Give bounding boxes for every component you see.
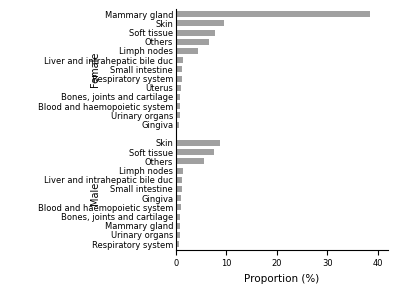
Bar bbox=[176, 204, 180, 210]
Bar bbox=[176, 11, 370, 17]
Bar bbox=[176, 48, 198, 54]
Bar bbox=[176, 122, 179, 127]
Bar bbox=[176, 140, 220, 146]
Bar bbox=[176, 214, 180, 220]
Bar bbox=[176, 20, 224, 26]
Bar bbox=[176, 57, 183, 63]
Bar bbox=[176, 39, 209, 45]
Bar bbox=[176, 75, 182, 82]
Text: Female: Female bbox=[90, 52, 100, 87]
Bar bbox=[176, 241, 179, 247]
Bar bbox=[176, 158, 204, 164]
Bar bbox=[176, 186, 182, 192]
Text: Male: Male bbox=[90, 182, 100, 205]
Bar bbox=[176, 30, 215, 36]
Bar bbox=[176, 103, 180, 109]
Bar bbox=[176, 223, 180, 229]
Bar bbox=[176, 195, 181, 201]
Bar bbox=[176, 85, 181, 91]
Bar bbox=[176, 149, 214, 155]
Bar bbox=[176, 66, 182, 72]
Bar bbox=[176, 177, 182, 183]
X-axis label: Proportion (%): Proportion (%) bbox=[244, 274, 320, 284]
Bar bbox=[176, 94, 180, 100]
Bar bbox=[176, 168, 183, 174]
Bar bbox=[176, 232, 180, 238]
Bar bbox=[176, 112, 180, 118]
